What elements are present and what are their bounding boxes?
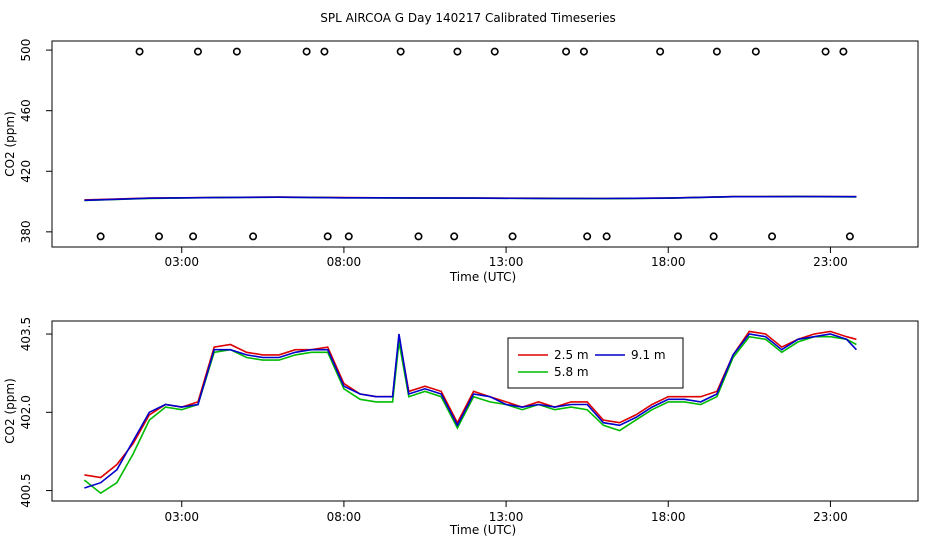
y-tick-label: 380 xyxy=(19,220,33,243)
y-tick-label: 400.5 xyxy=(19,473,33,507)
x-tick-label: 13:00 xyxy=(489,255,524,269)
data-point xyxy=(490,47,499,56)
data-point xyxy=(189,232,198,241)
data-point xyxy=(709,232,718,241)
x-axis-label: Time (UTC) xyxy=(449,270,516,284)
plot-frame xyxy=(51,320,919,502)
series-line-91m xyxy=(84,195,857,202)
legend-label: 9.1 m xyxy=(631,348,666,362)
data-point xyxy=(583,232,592,241)
data-point xyxy=(323,232,332,241)
data-point xyxy=(579,47,588,56)
x-tick-label: 08:00 xyxy=(327,255,362,269)
page-title: SPL AIRCOA G Day 140217 Calibrated Times… xyxy=(320,11,615,25)
data-point xyxy=(155,232,164,241)
data-point xyxy=(602,232,611,241)
data-point xyxy=(232,47,241,56)
x-tick-label: 08:00 xyxy=(327,510,362,524)
data-point xyxy=(320,47,329,56)
y-tick-label: 420 xyxy=(19,160,33,183)
data-point xyxy=(562,47,571,56)
y-axis-label: CO2 (ppm) xyxy=(3,378,17,444)
data-point xyxy=(344,232,353,241)
x-axis-label: Time (UTC) xyxy=(449,523,516,537)
data-point xyxy=(414,232,423,241)
data-point xyxy=(135,47,144,56)
y-axis-label: CO2 (ppm) xyxy=(3,111,17,177)
data-point xyxy=(249,232,258,241)
data-point xyxy=(751,47,760,56)
data-point xyxy=(839,47,848,56)
data-point xyxy=(768,232,777,241)
series-line-58m xyxy=(83,335,857,495)
panel-top: 03:00 08:00 13:00 18:00 23:00 Time (UTC) 380 42… xyxy=(3,39,919,284)
panel-bottom: 03:00 08:00 13:00 18:00 23:00 Time (UTC) 400.5… xyxy=(3,317,919,537)
data-point xyxy=(821,47,830,56)
x-tick-label: 18:00 xyxy=(651,510,686,524)
y-tick-label: 402.0 xyxy=(19,395,33,429)
data-point xyxy=(656,47,665,56)
x-tick-label: 13:00 xyxy=(489,510,524,524)
y-tick-label: 500 xyxy=(19,39,33,62)
data-point xyxy=(193,47,202,56)
data-point xyxy=(302,47,311,56)
data-point xyxy=(396,47,405,56)
legend-label: 2.5 m xyxy=(554,348,589,362)
data-point xyxy=(673,232,682,241)
data-point xyxy=(508,232,517,241)
legend-box xyxy=(507,337,684,389)
data-point xyxy=(453,47,462,56)
x-tick-label: 23:00 xyxy=(813,510,848,524)
y-tick-label: 460 xyxy=(19,99,33,122)
data-point xyxy=(450,232,459,241)
x-tick-label: 03:00 xyxy=(164,255,199,269)
plot-frame xyxy=(51,40,919,248)
legend-label: 5.8 m xyxy=(554,365,589,379)
y-tick-label: 403.5 xyxy=(19,317,33,351)
data-point xyxy=(96,232,105,241)
series-line-91m xyxy=(84,333,857,489)
x-tick-label: 23:00 xyxy=(813,255,848,269)
data-point xyxy=(845,232,854,241)
x-tick-label: 18:00 xyxy=(651,255,686,269)
x-tick-label: 03:00 xyxy=(164,510,199,524)
data-point xyxy=(712,47,721,56)
